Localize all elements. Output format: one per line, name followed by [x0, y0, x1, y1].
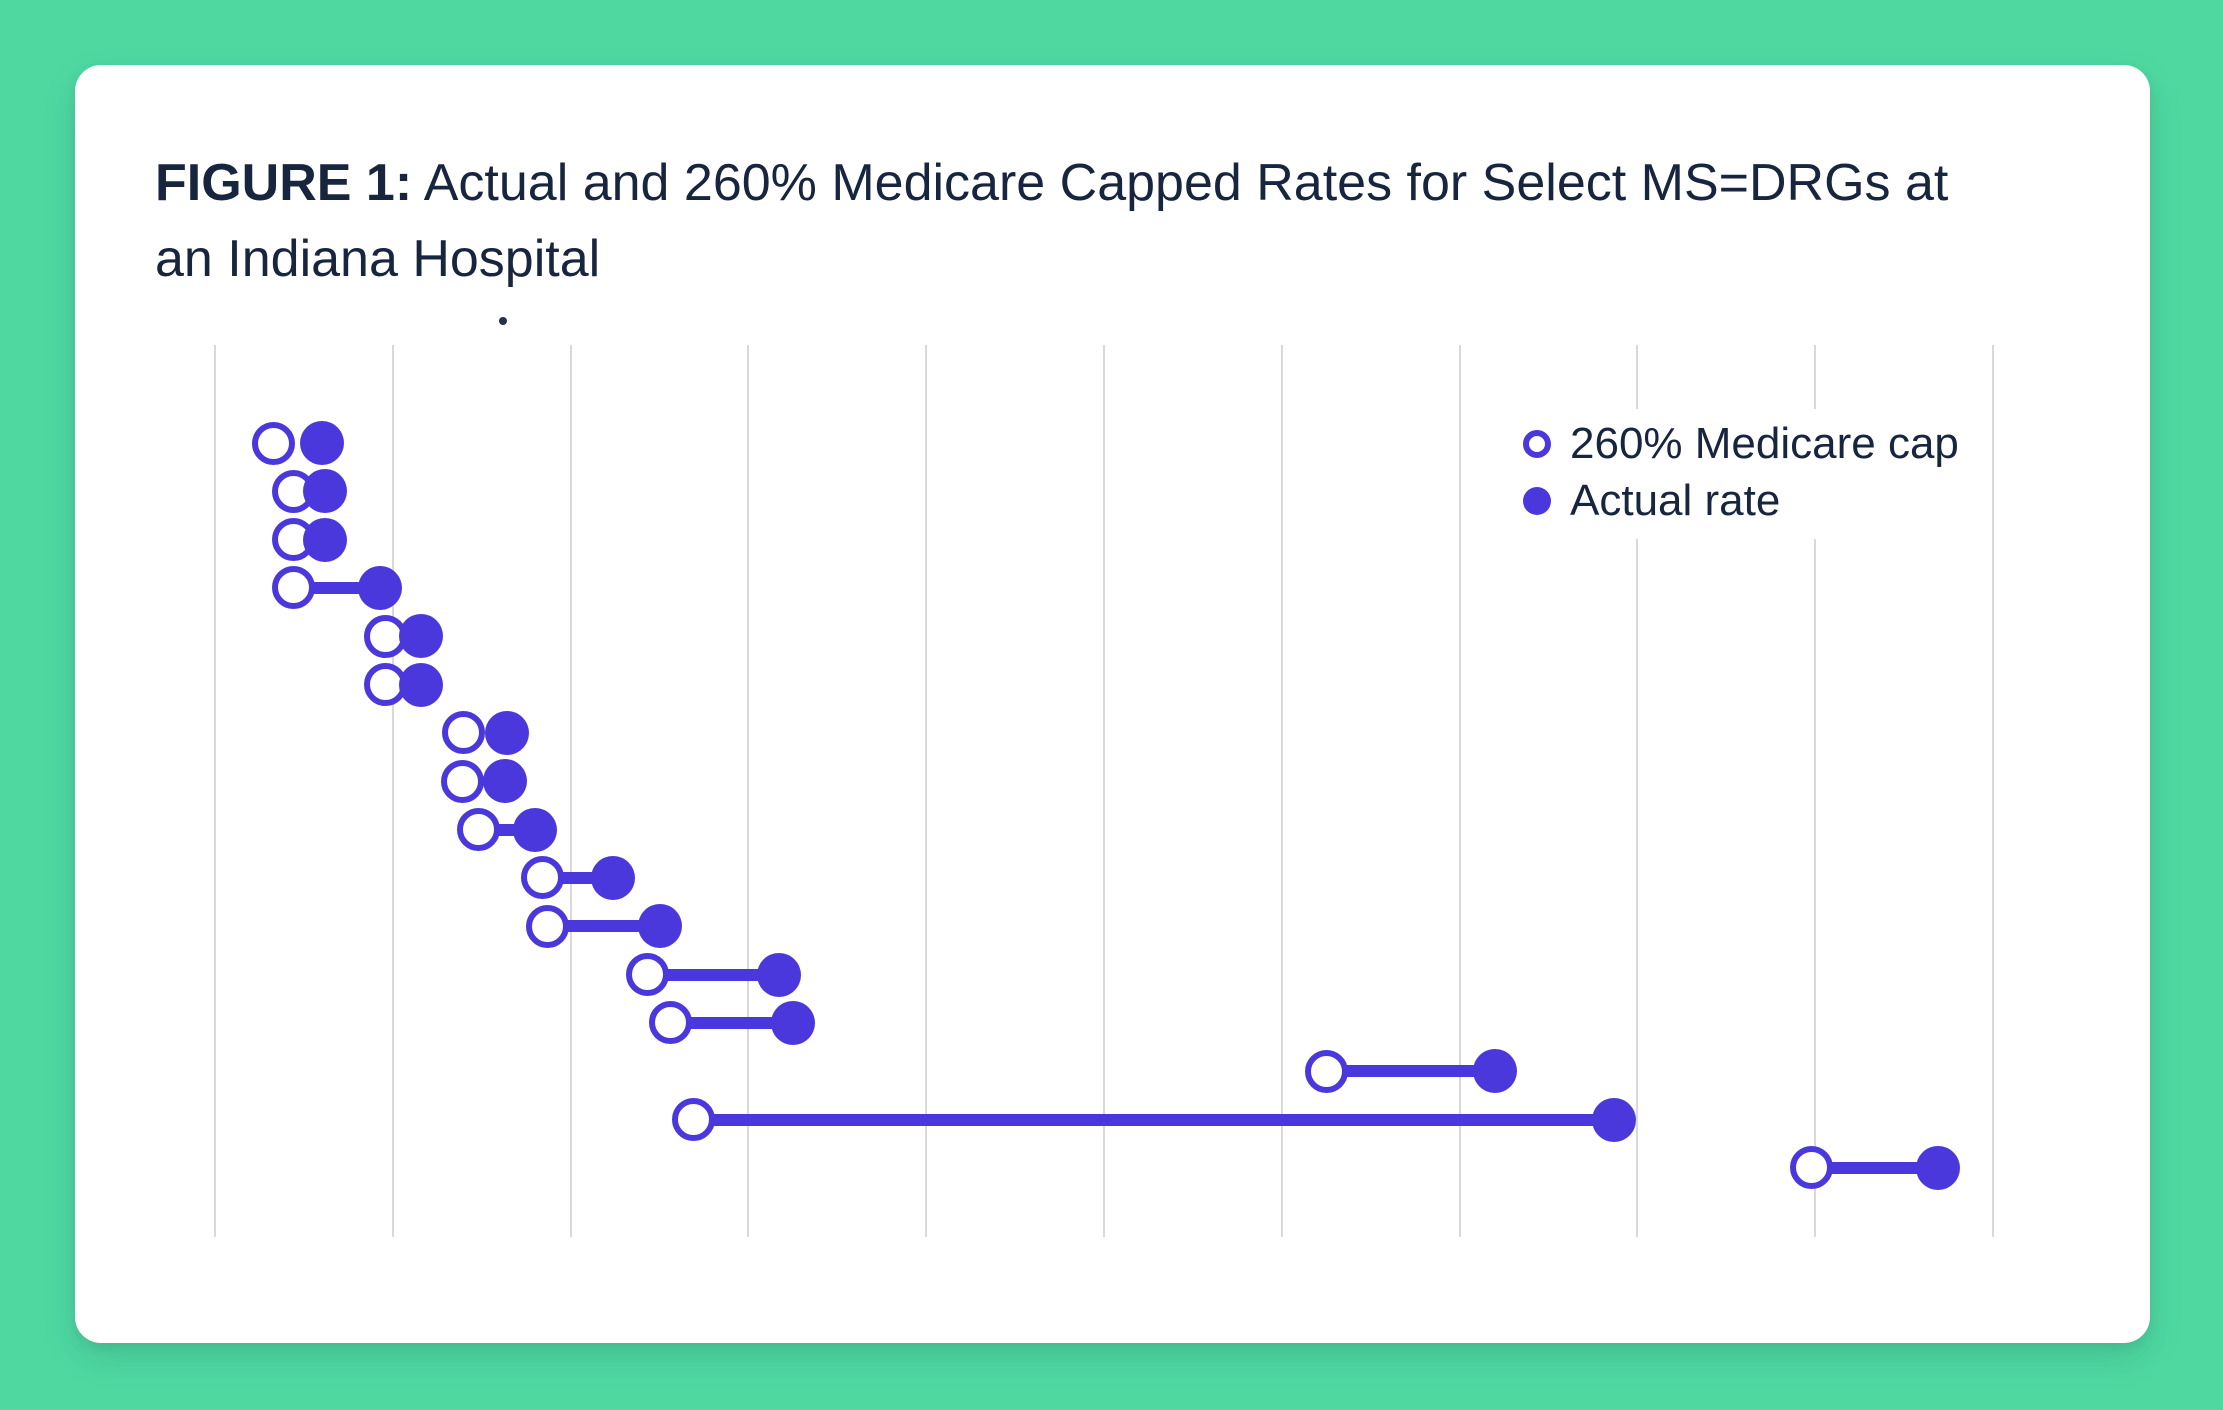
- actual-marker: [399, 662, 444, 707]
- chart-legend: 260% Medicare cap Actual rate: [1513, 409, 1981, 539]
- cap-marker: [1790, 1146, 1834, 1190]
- cap-marker: [271, 566, 315, 610]
- cap-marker: [1304, 1049, 1348, 1093]
- gridline: [391, 345, 394, 1237]
- gridline: [747, 345, 750, 1237]
- legend-label-cap: 260% Medicare cap: [1570, 418, 1959, 468]
- actual-marker: [1592, 1097, 1637, 1142]
- cap-marker: [671, 1098, 715, 1142]
- gridline: [214, 345, 216, 1237]
- gridline: [1280, 345, 1283, 1237]
- actual-marker: [299, 421, 344, 465]
- legend-label-actual: Actual rate: [1570, 475, 1781, 525]
- figure-title: FIGURE 1: Actual and 260% Medicare Cappe…: [155, 145, 2160, 297]
- cap-marker: [252, 421, 296, 465]
- figure-title-line2: an Indiana Hospital: [155, 230, 601, 288]
- actual-marker: [591, 855, 636, 900]
- actual-marker: [756, 952, 801, 997]
- legend-item-actual: Actual rate: [1523, 472, 1959, 529]
- actual-marker: [513, 807, 558, 852]
- open-circle-icon: [1523, 429, 1551, 458]
- cap-marker: [625, 953, 669, 997]
- connector-line: [547, 920, 660, 933]
- connector-line: [670, 1016, 793, 1029]
- filled-circle-icon: [1523, 486, 1551, 515]
- cap-marker: [442, 711, 486, 755]
- gridline: [1103, 345, 1105, 1237]
- legend-item-cap: 260% Medicare cap: [1523, 415, 1959, 472]
- cap-marker: [520, 856, 564, 900]
- actual-marker: [358, 565, 403, 610]
- connector-line: [1326, 1065, 1496, 1078]
- cap-marker: [648, 1001, 692, 1045]
- gridline: [1458, 345, 1461, 1237]
- cap-marker: [456, 808, 500, 852]
- connector-line: [693, 1113, 1615, 1126]
- actual-marker: [637, 904, 682, 949]
- cap-marker: [440, 759, 484, 803]
- actual-marker: [770, 1000, 815, 1045]
- actual-marker: [303, 517, 348, 562]
- gridline: [925, 345, 928, 1237]
- actual-marker: [482, 759, 527, 804]
- actual-marker: [1473, 1049, 1518, 1094]
- figure-title-prefix: FIGURE 1:: [155, 154, 413, 212]
- gridline: [1992, 345, 1994, 1237]
- connector-line: [647, 968, 779, 981]
- actual-marker: [303, 469, 348, 514]
- figure-title-line1: Actual and 260% Medicare Capped Rates fo…: [412, 154, 1949, 212]
- actual-marker: [399, 614, 444, 659]
- actual-marker: [484, 710, 529, 755]
- gridline: [1636, 345, 1639, 1237]
- stray-period-dot: [499, 317, 507, 325]
- actual-marker: [1915, 1145, 1960, 1190]
- gridline: [1814, 345, 1817, 1237]
- figure-card: FIGURE 1: Actual and 260% Medicare Cappe…: [75, 65, 2150, 1343]
- cap-marker: [525, 904, 569, 948]
- connector-line: [1811, 1161, 1938, 1174]
- gridline: [569, 345, 572, 1237]
- chart-area: [75, 65, 2150, 1343]
